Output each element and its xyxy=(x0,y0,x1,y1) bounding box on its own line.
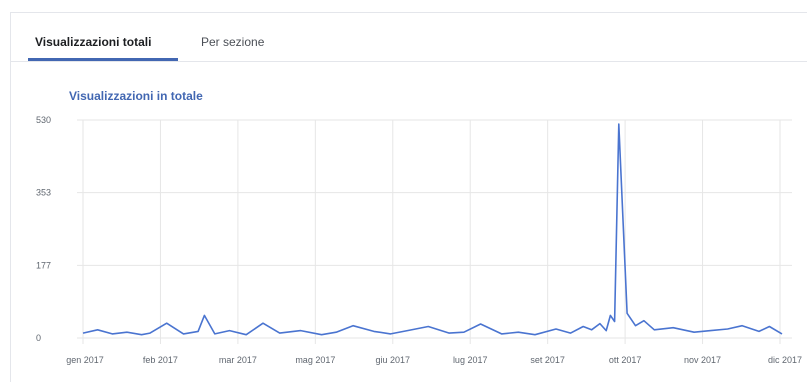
x-tick-label: lug 2017 xyxy=(453,355,488,365)
active-tab-indicator xyxy=(28,58,178,61)
x-tick-label: nov 2017 xyxy=(684,355,721,365)
y-tick-label: 177 xyxy=(36,260,51,270)
x-tick-label: feb 2017 xyxy=(143,355,178,365)
x-tick-label: giu 2017 xyxy=(376,355,411,365)
x-tick-label: mar 2017 xyxy=(219,355,257,365)
chart-title: Visualizzazioni in totale xyxy=(69,89,203,103)
tab-by-section[interactable]: Per sezione xyxy=(201,35,265,49)
y-tick-label: 0 xyxy=(36,333,41,343)
x-tick-label: set 2017 xyxy=(530,355,565,365)
x-tick-label: mag 2017 xyxy=(295,355,335,365)
y-tick-label: 530 xyxy=(36,115,51,125)
x-tick-label: ott 2017 xyxy=(609,355,642,365)
y-tick-label: 353 xyxy=(36,188,51,198)
x-tick-label: dic 2017 xyxy=(768,355,802,365)
tab-bar: Visualizzazioni totali Per sezione xyxy=(11,13,807,62)
x-tick-label: gen 2017 xyxy=(66,355,104,365)
series-line xyxy=(82,123,783,336)
insights-panel: Visualizzazioni totali Per sezione Visua… xyxy=(10,12,807,382)
tab-total-views[interactable]: Visualizzazioni totali xyxy=(35,35,152,49)
